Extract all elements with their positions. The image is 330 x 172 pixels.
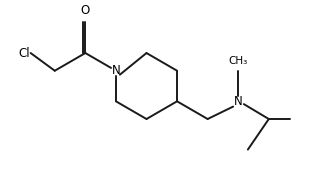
Text: CH₃: CH₃ — [229, 56, 248, 66]
Text: O: O — [81, 4, 90, 17]
Text: Cl: Cl — [18, 47, 30, 60]
Text: N: N — [112, 64, 120, 77]
Text: N: N — [234, 95, 243, 108]
